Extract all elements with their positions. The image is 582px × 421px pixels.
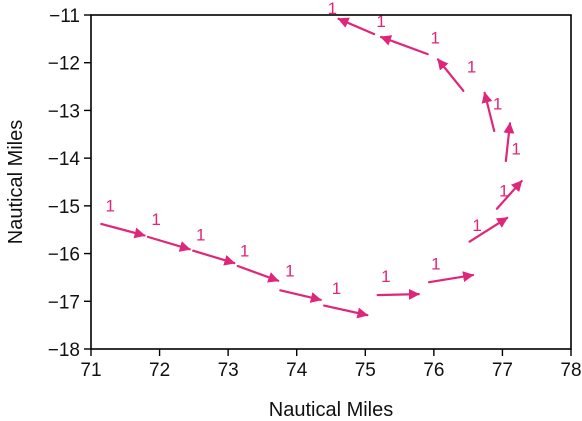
- vector-label: 1: [493, 94, 502, 113]
- vector-arrow: [436, 58, 465, 92]
- y-tick-label: −15: [48, 197, 80, 218]
- y-tick-label: −14: [48, 149, 81, 170]
- vector-label: 1: [376, 12, 385, 31]
- vector-label: 1: [285, 261, 294, 280]
- vector-arrow: [481, 91, 496, 133]
- vector-arrow: [503, 122, 515, 163]
- x-axis-title: Nautical Miles: [269, 399, 393, 421]
- x-tick-label: 76: [423, 360, 444, 381]
- vector-arrow: [427, 271, 475, 284]
- y-tick-label: −11: [49, 6, 80, 27]
- vector-arrow: [279, 289, 322, 303]
- vector-label: 1: [499, 181, 508, 200]
- x-tick-label: 77: [492, 360, 513, 381]
- x-tick-label: 78: [560, 360, 581, 381]
- x-tick-label: 71: [80, 360, 101, 381]
- vector-label: 1: [151, 210, 160, 229]
- vector-label: 1: [467, 58, 476, 77]
- vector-label: 1: [196, 226, 205, 245]
- x-tick-label: 74: [286, 360, 308, 381]
- vector-label: 1: [240, 241, 249, 260]
- vector-label: 1: [381, 267, 390, 286]
- vector-arrow: [146, 235, 191, 252]
- y-axis-title: Nautical Miles: [5, 120, 27, 244]
- vector-arrow: [379, 35, 429, 56]
- vectors-layer: [100, 17, 523, 319]
- vector-arrow: [192, 249, 236, 266]
- vector-arrow: [468, 216, 509, 243]
- vector-label: 1: [105, 197, 114, 216]
- vector-arrow: [337, 17, 376, 36]
- ticks-layer: 71 72 73 74 75 76 77 78 −11 −12 −13 −14 −15 −16 −17 −18: [48, 6, 582, 381]
- x-tick-label: 72: [149, 360, 170, 381]
- y-tick-label: −17: [48, 292, 80, 313]
- y-tick-label: −12: [48, 54, 80, 75]
- vector-arrow: [376, 288, 420, 300]
- x-tick-label: 75: [355, 360, 376, 381]
- y-tick-label: −13: [48, 101, 80, 122]
- x-tick-label: 73: [218, 360, 239, 381]
- vector-arrow: [323, 304, 369, 319]
- plot-frame: [90, 14, 572, 350]
- vector-arrow: [100, 222, 146, 239]
- vector-label: 1: [511, 139, 520, 158]
- vector-arrow: [236, 264, 280, 283]
- vector-label: 1: [332, 279, 341, 298]
- vector-label: 1: [328, 0, 337, 18]
- y-tick-label: −16: [48, 245, 80, 266]
- vector-label: 1: [431, 254, 440, 273]
- vector-label: 1: [472, 216, 481, 235]
- vector-arrow: [495, 179, 523, 210]
- vector-label: 1: [430, 29, 439, 48]
- y-tick-label: −18: [48, 340, 80, 361]
